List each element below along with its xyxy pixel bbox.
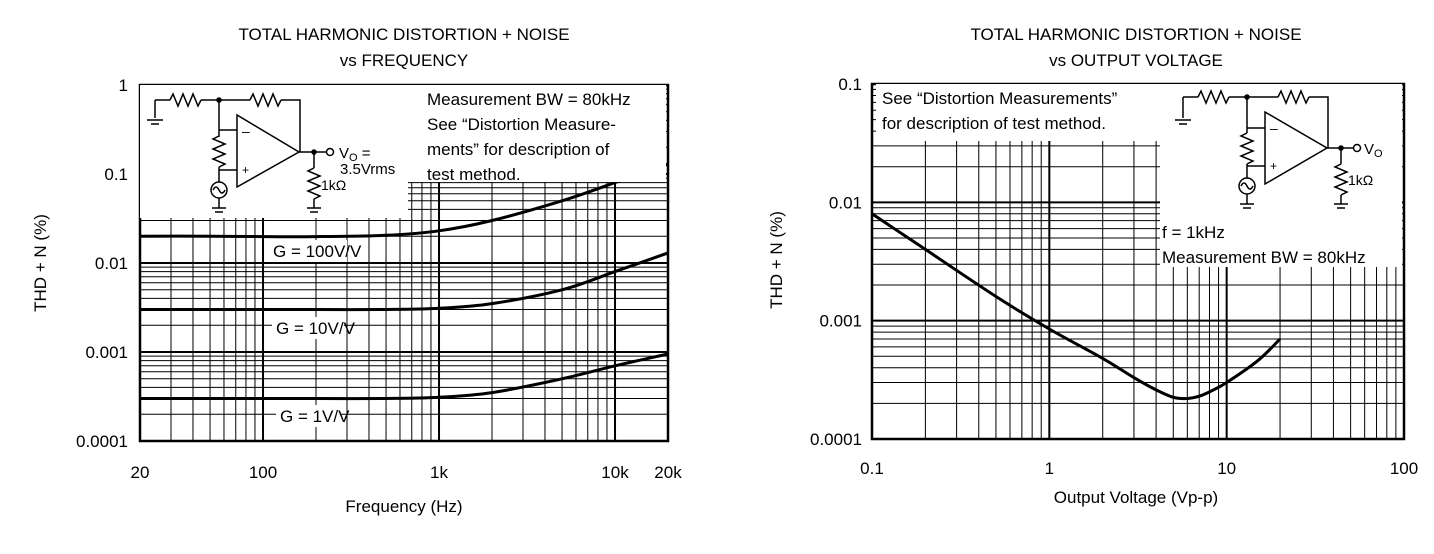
- chart2-circuit-wire: [1309, 96, 1329, 148]
- chart2-annotation-bottom: f = 1kHz Measurement BW = 80kHz: [1160, 219, 1402, 267]
- x-tick-label: 100: [249, 463, 277, 482]
- chart2-circuit-diagram: [1175, 89, 1362, 209]
- chart1-circuit-diagram: [147, 92, 335, 213]
- chart1-circuit-resistor-feedback: [249, 92, 282, 108]
- chart1-circuit-opamp-symbol: [236, 113, 301, 189]
- chart1-curves: [139, 162, 669, 401]
- series-label: G = 100V/V: [273, 242, 362, 261]
- y-tick-label: 0.01: [829, 193, 862, 212]
- series-label-background: [276, 405, 340, 427]
- chart1-circuit-labels: – + VO = 3.5Vrms 1kΩ: [242, 123, 395, 193]
- chart1-circuit-resistor-load: [306, 167, 322, 200]
- chart2-circuit-plus: +: [1270, 159, 1277, 173]
- series-label: G = 1V/V: [280, 407, 350, 426]
- chart2-circuit-output-node: [1352, 143, 1362, 153]
- series-line-1: [139, 162, 669, 239]
- x-tick-label: 100: [1390, 459, 1418, 478]
- y-tick-label: 0.0001: [76, 432, 128, 451]
- chart1-circuit-vo-label: VO =: [339, 145, 371, 164]
- series-line-1: [871, 212, 1282, 401]
- chart1-annotation-line-2: See “Distortion Measure-: [427, 115, 616, 134]
- chart2-annotation-bottom-line-1: f = 1kHz: [1162, 223, 1225, 242]
- chart1-circuit-minus: –: [242, 123, 250, 139]
- chart2-circuit-vo-label: VO: [1364, 141, 1383, 160]
- chart2-circuit-resistor-feedback: [1277, 89, 1310, 105]
- x-tick-label: 1: [1045, 459, 1054, 478]
- chart1-annotation-line-3: ments” for description of: [427, 140, 610, 159]
- chart1-annotation-line-4: test method.: [427, 165, 521, 184]
- chart1-circuit-resistor-label: 1kΩ: [321, 177, 346, 193]
- chart2-circuit-sine: [1240, 182, 1254, 190]
- chart1-circuit-plus: +: [242, 163, 249, 177]
- y-tick-label: 0.001: [85, 343, 128, 362]
- series-label-background: [269, 240, 347, 262]
- y-tick-label: 0.1: [838, 75, 862, 94]
- y-tick-label: 0.001: [819, 312, 862, 331]
- chart1-x-axis-label: Frequency (Hz): [345, 497, 462, 516]
- thd-vs-frequency-chart: TOTAL HARMONIC DISTORTION + NOISE vs FRE…: [31, 25, 682, 516]
- thd-vs-output-voltage-chart: TOTAL HARMONIC DISTORTION + NOISE vs OUT…: [767, 25, 1418, 507]
- chart2-annotation-top-line-2: for description of test method.: [882, 114, 1106, 133]
- chart1-subtitle: vs FREQUENCY: [340, 51, 468, 70]
- chart1-circuit-sine: [212, 186, 226, 194]
- chart2-annotation-top: See “Distortion Measurements” for descri…: [876, 84, 1160, 141]
- chart1-annotation: Measurement BW = 80kHz See “Distortion M…: [408, 85, 666, 184]
- chart2-circuit-opamp-symbol: [1264, 110, 1329, 186]
- chart2-annotation-bottom-line-2: Measurement BW = 80kHz: [1162, 248, 1366, 267]
- series-line-3: [139, 352, 669, 401]
- series-label: G = 10V/V: [276, 319, 356, 338]
- series-line-2: [140, 251, 669, 312]
- chart2-title: TOTAL HARMONIC DISTORTION + NOISE: [970, 25, 1301, 44]
- chart2-circuit-resistor-label: 1kΩ: [1348, 172, 1373, 188]
- chart2-curves: [871, 212, 1282, 401]
- chart1-circuit-resistor-input: [169, 92, 202, 108]
- chart1-circuit-resistor-shunt: [211, 135, 227, 168]
- chart2-y-axis-label: THD + N (%): [767, 211, 786, 309]
- x-tick-label: 10: [1217, 459, 1236, 478]
- chart2-circuit-resistor-input: [1197, 89, 1230, 105]
- chart2-grid: [870, 82, 1406, 441]
- x-tick-label: 0.1: [860, 459, 884, 478]
- y-tick-label: 0.1: [104, 165, 128, 184]
- y-tick-label: 1: [119, 76, 128, 95]
- chart2-tick-labels: 0.1 1 10 100 0.1 0.01 0.001 0.0001: [810, 75, 1418, 478]
- chart1-circuit-output-node: [325, 147, 335, 157]
- chart1-y-axis-label: THD + N (%): [31, 214, 50, 312]
- chart1-series-labels: G = 100V/V G = 10V/V G = 1V/V: [269, 240, 362, 427]
- y-tick-label: 0.01: [95, 254, 128, 273]
- chart2-circuit-resistor-load: [1333, 163, 1349, 196]
- chart2-circuit-resistor-shunt: [1239, 132, 1255, 165]
- chart1-circuit-wire: [281, 99, 301, 152]
- y-tick-label: 0.0001: [810, 430, 862, 449]
- x-tick-label: 20: [131, 463, 150, 482]
- chart2-annotation-top-line-1: See “Distortion Measurements”: [882, 89, 1118, 108]
- chart2-circuit-junction: [1244, 94, 1250, 100]
- chart2-subtitle: vs OUTPUT VOLTAGE: [1049, 51, 1223, 70]
- x-tick-label: 20k: [654, 463, 682, 482]
- x-tick-label: 1k: [430, 463, 448, 482]
- chart1-circuit-vo-value: 3.5Vrms: [340, 161, 395, 178]
- x-tick-label: 10k: [601, 463, 629, 482]
- series-label-background: [272, 317, 344, 339]
- chart1-annotation-line-1: Measurement BW = 80kHz: [427, 90, 631, 109]
- chart2-circuit-minus: –: [1270, 120, 1278, 136]
- chart1-title: TOTAL HARMONIC DISTORTION + NOISE: [238, 25, 569, 44]
- chart2-circuit-labels: – + VO 1kΩ: [1270, 120, 1383, 188]
- chart1-tick-labels: 20 100 1k 10k 20k 1 0.1 0.01 0.001 0.0001: [76, 76, 682, 482]
- chart2-x-axis-label: Output Voltage (Vp-p): [1054, 488, 1218, 507]
- chart1-circuit-junction: [216, 97, 222, 103]
